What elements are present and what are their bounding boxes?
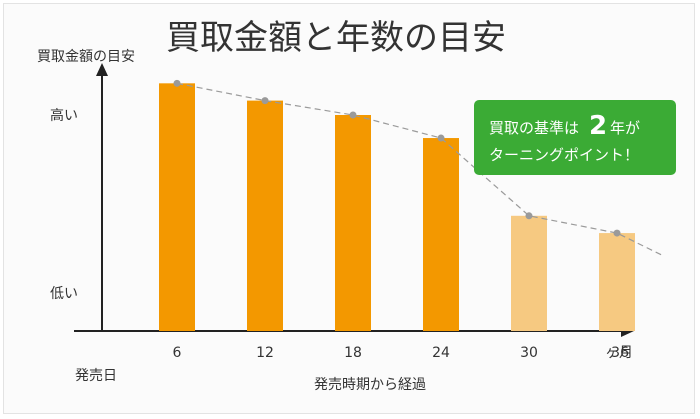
- bar-6: [159, 83, 195, 331]
- bar-18: [335, 115, 371, 331]
- y-high-label: 高い: [50, 107, 78, 124]
- bar-30: [511, 215, 547, 331]
- x-tick-12: 12: [256, 345, 274, 361]
- x-unit-label: ヶ月: [605, 345, 633, 361]
- y-low-label: 低い: [50, 286, 78, 302]
- y-axis-label: 買取金額の目安: [37, 49, 135, 65]
- bar-36: [599, 233, 635, 331]
- point-24: [437, 134, 445, 142]
- point-6: [173, 79, 181, 87]
- points-group: [173, 79, 621, 237]
- x-tick-24: 24: [432, 345, 450, 361]
- callout-line1-suffix: 年が: [610, 119, 640, 137]
- callout-line1-prefix: 買取の基準は: [489, 119, 579, 137]
- x-tick-30: 30: [520, 345, 538, 361]
- bar-12: [247, 100, 283, 331]
- x-axis-label: 発売時期から経過: [314, 377, 426, 393]
- callout-box: [474, 100, 676, 175]
- bars-group: [159, 83, 635, 331]
- point-18: [349, 111, 357, 119]
- point-36: [613, 229, 621, 237]
- callout-number: 2: [589, 111, 607, 141]
- ticks-group: 6 12 18 24 30 36: [173, 345, 630, 361]
- turning-point-callout: 買取の基準は 2 年が ターニングポイント！: [474, 100, 676, 175]
- point-30: [525, 212, 533, 220]
- callout-line2: ターニングポイント！: [489, 146, 639, 164]
- x-tick-36: 36: [611, 345, 629, 361]
- x-origin-label: 発売日: [75, 368, 117, 384]
- chart-title: 買取金額と年数の目安: [166, 18, 506, 58]
- bar-24: [423, 138, 459, 331]
- x-tick-6: 6: [173, 345, 182, 361]
- point-12: [261, 97, 269, 105]
- y-axis-arrow: [96, 63, 108, 76]
- x-tick-18: 18: [344, 345, 362, 361]
